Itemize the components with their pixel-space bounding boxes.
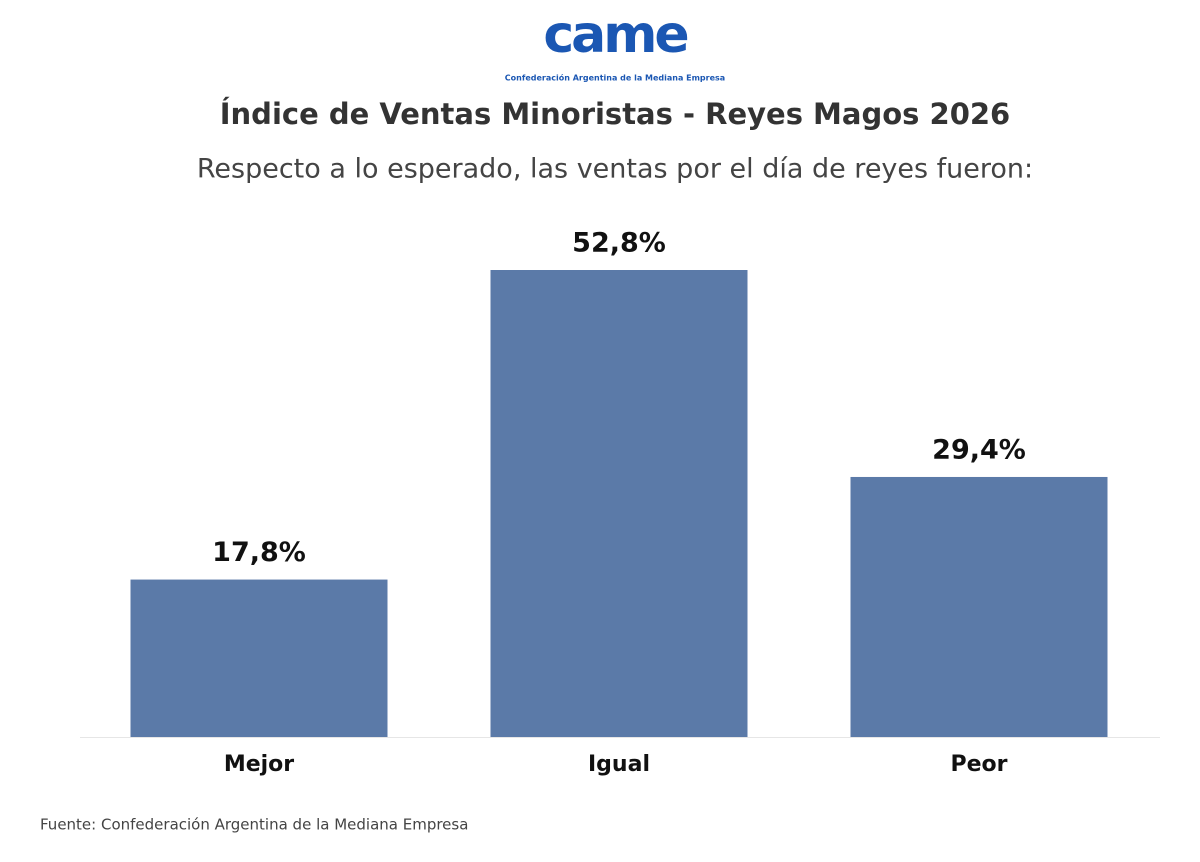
value-label: 17,8% [212, 537, 306, 568]
bar [490, 270, 748, 737]
x-tick-label: Igual [588, 752, 650, 777]
bar [850, 476, 1108, 737]
x-tick-label: Peor [950, 752, 1007, 777]
x-tick-label: Mejor [224, 752, 294, 777]
logo-caption: Confederación Argentina de la Mediana Em… [505, 73, 725, 83]
value-label: 52,8% [572, 228, 666, 259]
source-note: Fuente: Confederación Argentina de la Me… [40, 816, 468, 834]
chart-subtitle: Respecto a lo esperado, las ventas por e… [197, 154, 1033, 185]
chart-title: Índice de Ventas Minoristas - Reyes Mago… [220, 97, 1010, 131]
value-label: 29,4% [932, 434, 1026, 465]
logo: came [543, 5, 687, 65]
bar [130, 579, 388, 737]
